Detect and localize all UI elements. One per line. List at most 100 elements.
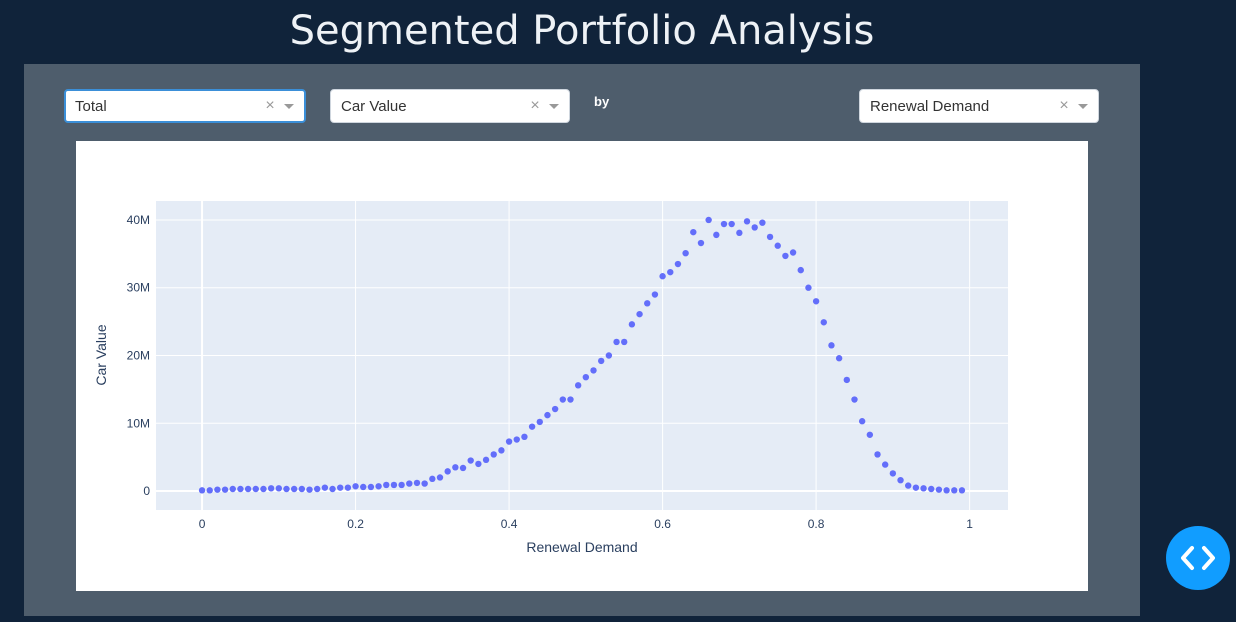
scatter-point[interactable] — [436, 474, 444, 481]
scatter-point[interactable] — [789, 249, 797, 256]
y-metric-dropdown[interactable]: Car Value × — [330, 89, 570, 123]
scatter-point[interactable] — [498, 447, 505, 454]
scatter-point[interactable] — [574, 382, 582, 389]
scatter-point[interactable] — [559, 396, 567, 403]
scatter-point[interactable] — [812, 298, 820, 305]
scatter-point[interactable] — [406, 480, 413, 487]
scatter-point[interactable] — [889, 470, 897, 477]
scatter-point[interactable] — [644, 300, 651, 307]
scatter-point[interactable] — [375, 483, 382, 490]
scatter-point[interactable] — [467, 457, 474, 464]
scatter-point[interactable] — [828, 342, 835, 349]
scatter-point[interactable] — [682, 249, 689, 257]
scatter-point[interactable] — [383, 481, 390, 489]
scatter-point[interactable] — [198, 487, 206, 494]
scatter-point[interactable] — [920, 485, 927, 492]
scatter-point[interactable] — [958, 487, 966, 494]
scatter-point[interactable] — [835, 355, 843, 362]
scatter-point[interactable] — [667, 268, 674, 276]
scatter-point[interactable] — [528, 423, 536, 430]
scatter-point[interactable] — [805, 284, 812, 291]
scatter-point[interactable] — [820, 319, 827, 326]
chevron-down-icon[interactable] — [549, 103, 559, 109]
scatter-point[interactable] — [229, 485, 236, 493]
scatter-point[interactable] — [605, 352, 613, 359]
scatter-point[interactable] — [621, 338, 628, 346]
scatter-point[interactable] — [743, 218, 751, 225]
scatter-point[interactable] — [567, 396, 574, 403]
scatter-point[interactable] — [313, 485, 321, 493]
scatter-point[interactable] — [221, 486, 229, 493]
scatter-point[interactable] — [928, 485, 935, 493]
clear-icon[interactable]: × — [530, 97, 540, 114]
scatter-point[interactable] — [905, 482, 912, 489]
scatter-point[interactable] — [782, 252, 789, 260]
scatter-point[interactable] — [751, 224, 758, 231]
scatter-point[interactable] — [298, 485, 306, 493]
scatter-point[interactable] — [206, 487, 213, 494]
scatter-point[interactable] — [429, 475, 436, 483]
scatter-point[interactable] — [367, 483, 375, 491]
scatter-point[interactable] — [912, 484, 920, 491]
scatter-point[interactable] — [390, 481, 398, 489]
clear-icon[interactable]: × — [1059, 97, 1069, 114]
clear-icon[interactable]: × — [265, 97, 275, 114]
scatter-point[interactable] — [582, 373, 590, 381]
scatter-point[interactable] — [851, 396, 858, 403]
scatter-point[interactable] — [444, 468, 451, 475]
scatter-point[interactable] — [897, 476, 904, 484]
scatter-point[interactable] — [459, 464, 467, 472]
scatter-point[interactable] — [352, 483, 359, 490]
scatter-point[interactable] — [267, 485, 275, 492]
scatter-point[interactable] — [736, 229, 743, 237]
scatter-point[interactable] — [705, 216, 712, 224]
scatter-point[interactable] — [597, 357, 605, 365]
scatter-point[interactable] — [360, 483, 367, 491]
scatter-point[interactable] — [774, 242, 781, 249]
chart-svg[interactable]: 0 0.2 0.4 0.6 0.8 1 0 10M 20M 30M 40M Renewal Dem… — [76, 141, 1088, 591]
scatter-point[interactable] — [728, 220, 735, 228]
scatter-point[interactable] — [935, 486, 943, 493]
scatter-point[interactable] — [505, 438, 513, 445]
scatter-point[interactable] — [720, 220, 728, 228]
scatter-point[interactable] — [329, 485, 336, 493]
scatter-point[interactable] — [843, 376, 851, 384]
scatter-point[interactable] — [713, 231, 720, 239]
scatter-point[interactable] — [690, 228, 697, 236]
scatter-point[interactable] — [321, 484, 329, 491]
scatter-point[interactable] — [214, 486, 221, 493]
scatter-point[interactable] — [697, 239, 705, 247]
scatter-point[interactable] — [413, 479, 421, 487]
scatter-point[interactable] — [337, 484, 344, 491]
chevron-down-icon[interactable] — [1078, 103, 1088, 109]
scatter-point[interactable] — [659, 273, 666, 280]
scatter-point[interactable] — [237, 485, 244, 493]
scatter-point[interactable] — [290, 485, 298, 493]
scatter-point[interactable] — [651, 291, 659, 298]
segment-dropdown[interactable]: Total × — [64, 89, 306, 123]
scatter-point[interactable] — [536, 418, 543, 426]
scatter-point[interactable] — [490, 451, 497, 458]
scatter-point[interactable] — [766, 233, 774, 241]
scatter-point[interactable] — [613, 338, 620, 346]
scatter-point[interactable] — [452, 464, 459, 471]
scatter-point[interactable] — [283, 485, 290, 493]
scatter-point[interactable] — [858, 418, 866, 425]
chevron-down-icon[interactable] — [284, 103, 294, 109]
scatter-point[interactable] — [544, 411, 551, 419]
scatter-point[interactable] — [759, 219, 766, 226]
scatter-point[interactable] — [551, 405, 559, 413]
scatter-point[interactable] — [421, 480, 428, 487]
scatter-point[interactable] — [513, 436, 520, 443]
scatter-point[interactable] — [475, 460, 482, 468]
scatter-point[interactable] — [521, 433, 528, 441]
scatter-point[interactable] — [866, 431, 874, 438]
scatter-point[interactable] — [636, 310, 643, 318]
scatter-point[interactable] — [306, 486, 313, 493]
scatter-point[interactable] — [344, 484, 352, 491]
scatter-point[interactable] — [951, 487, 958, 494]
scatter-point[interactable] — [943, 487, 950, 494]
scatter-point[interactable] — [628, 321, 636, 328]
scatter-point[interactable] — [674, 260, 682, 268]
scatter-point[interactable] — [797, 266, 804, 274]
